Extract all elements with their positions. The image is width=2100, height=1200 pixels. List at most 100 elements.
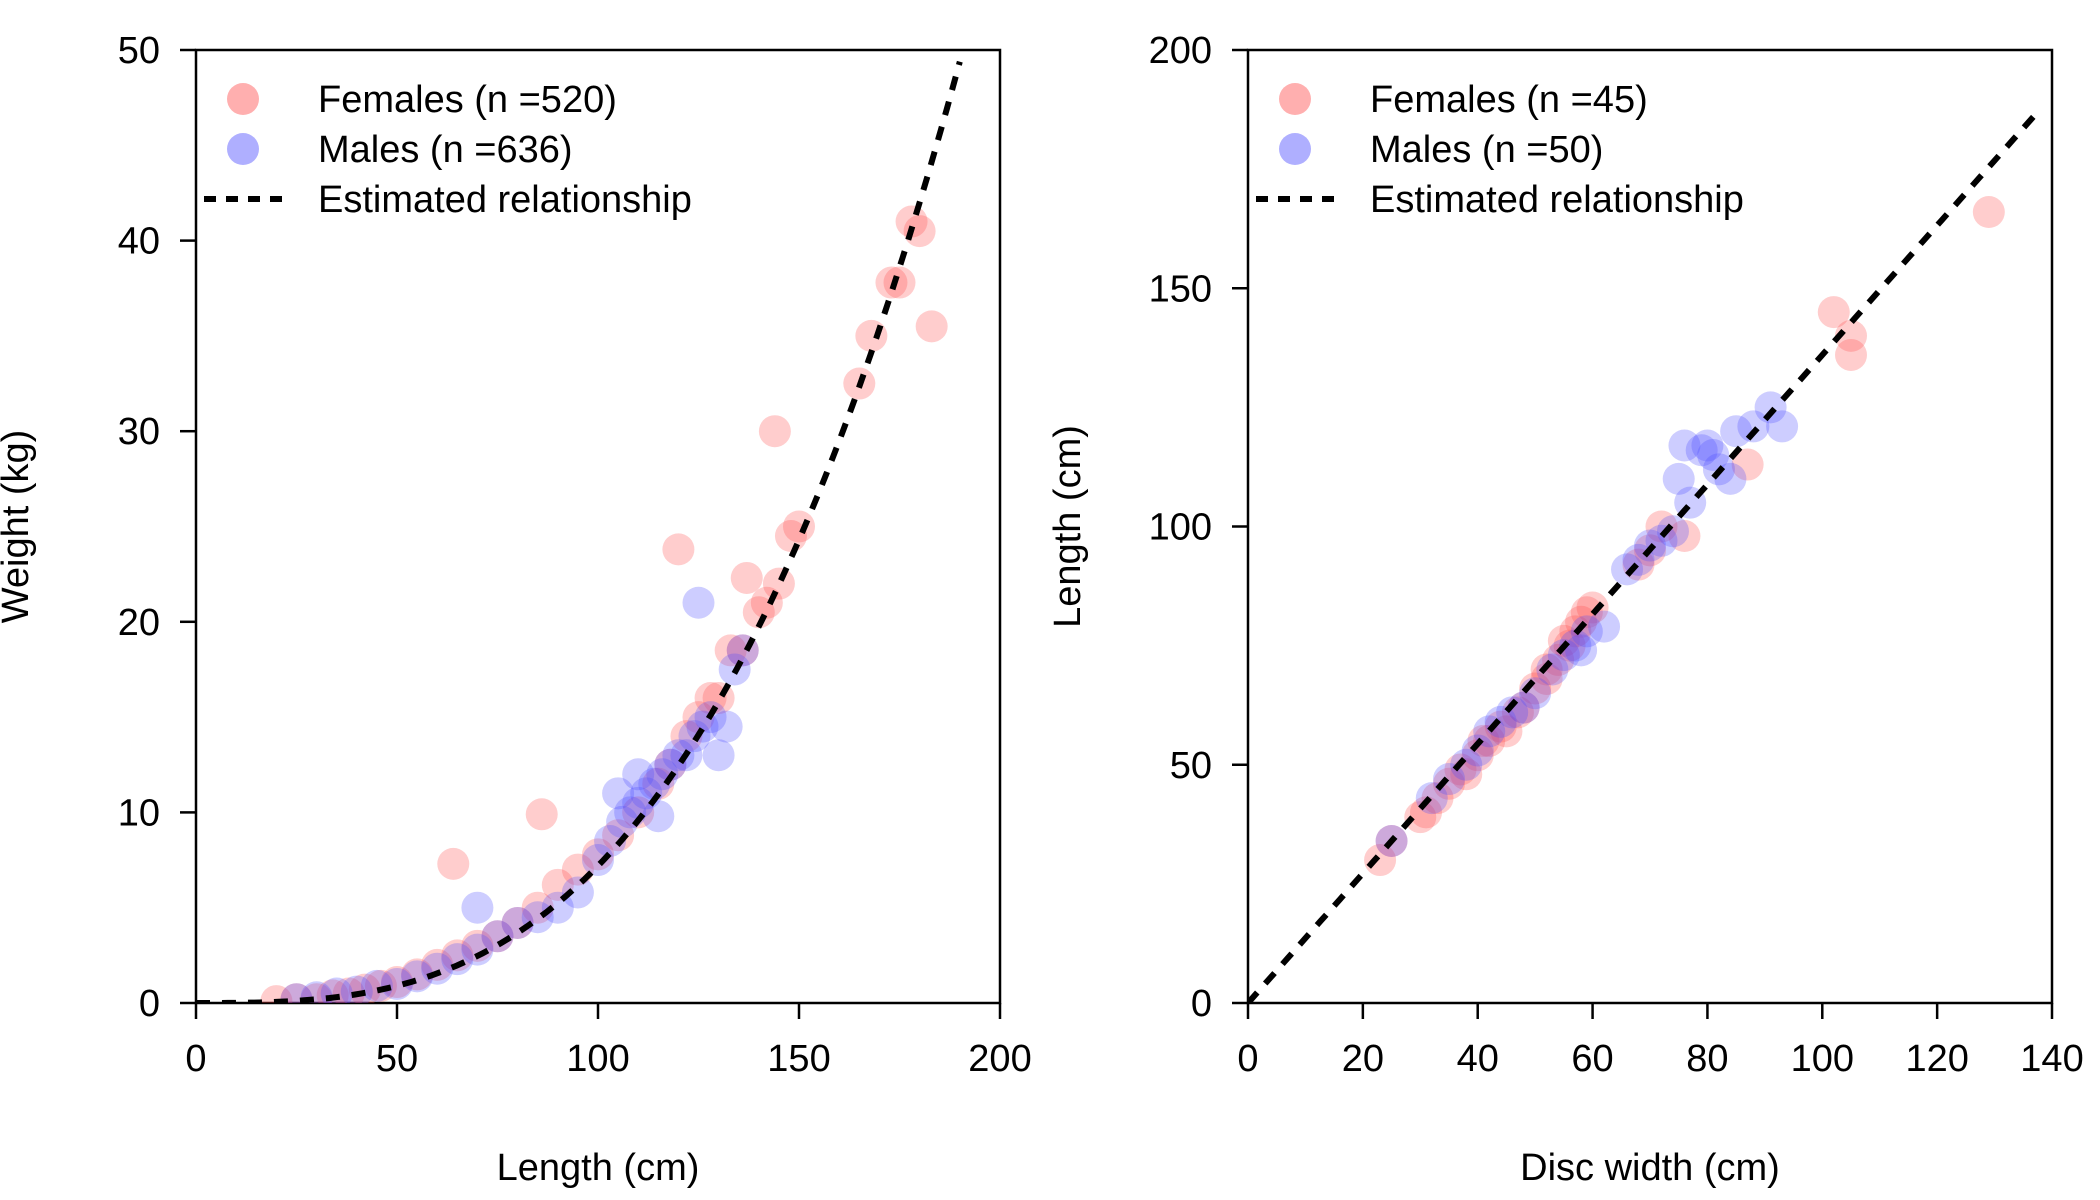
y-axis-title: Weight (kg): [0, 430, 37, 624]
point-females: [1835, 338, 1867, 371]
point-females: [774, 520, 807, 553]
point-females: [1553, 629, 1586, 662]
x-tick-label: 60: [1571, 1038, 1613, 1080]
series-males: [280, 586, 759, 1003]
point-females: [714, 634, 747, 667]
point-females: [1645, 510, 1678, 543]
point-females: [1570, 596, 1603, 629]
legend-swatch-female: [227, 83, 259, 115]
point-males: [1496, 696, 1529, 729]
data-marks: [196, 60, 963, 1003]
point-females: [694, 682, 727, 715]
point-females: [883, 266, 916, 299]
point-females: [730, 561, 763, 594]
point-females: [1542, 643, 1575, 676]
point-males: [561, 876, 594, 909]
x-tick-label: 40: [1457, 1038, 1499, 1080]
point-males: [1737, 410, 1770, 443]
point-males: [1611, 553, 1644, 586]
point-males: [654, 748, 687, 781]
point-males: [710, 710, 743, 743]
point-males: [682, 586, 715, 619]
point-males: [461, 891, 494, 924]
x-tick-label: 150: [767, 1038, 830, 1080]
point-females: [1461, 739, 1494, 772]
y-tick-label: 100: [1149, 507, 1212, 549]
point-males: [340, 975, 373, 1003]
y-tick-label: 150: [1149, 268, 1212, 310]
point-females: [1668, 520, 1701, 553]
legend-label: Estimated relationship: [318, 179, 692, 221]
legend-swatch-male: [227, 133, 259, 165]
point-males: [461, 933, 494, 966]
legend-label: Estimated relationship: [1370, 179, 1744, 221]
y-tick-label: 20: [118, 602, 160, 644]
point-males: [381, 967, 413, 1000]
legend-label: Males (n =50): [1370, 129, 1603, 171]
point-males: [360, 969, 393, 1002]
point-females: [855, 319, 888, 352]
point-males: [1720, 415, 1753, 448]
point-males: [1691, 429, 1724, 462]
x-tick-label: 120: [1905, 1038, 1968, 1080]
point-females: [1519, 672, 1552, 705]
point-females: [1484, 710, 1517, 743]
y-tick-label: 0: [139, 983, 160, 1025]
point-females: [1404, 801, 1437, 834]
legend-label: Females (n =45): [1370, 79, 1648, 121]
point-females: [1817, 296, 1850, 329]
point-females: [260, 985, 293, 1003]
x-tick-label: 200: [968, 1038, 1031, 1080]
point-females: [1421, 782, 1454, 815]
x-tick-label: 50: [376, 1038, 418, 1080]
point-males: [1570, 615, 1603, 648]
x-tick-label: 140: [2020, 1038, 2083, 1080]
estimated-relationship-line: [1248, 106, 2043, 1003]
point-males: [582, 844, 614, 877]
y-tick-label: 200: [1149, 30, 1212, 72]
x-axis-title: Disc width (cm): [1520, 1147, 1780, 1189]
point-females: [762, 567, 795, 600]
series-females: [260, 205, 948, 1003]
point-males: [702, 739, 735, 772]
point-females: [670, 720, 703, 753]
point-females: [654, 748, 687, 781]
point-females: [364, 969, 397, 1002]
point-females: [1473, 724, 1506, 757]
point-males: [642, 800, 675, 833]
point-females: [316, 979, 349, 1003]
x-tick-label: 100: [1791, 1038, 1854, 1080]
x-axis-title: Length (cm): [497, 1147, 700, 1189]
point-males: [1588, 610, 1621, 643]
point-females: [1731, 448, 1764, 481]
point-males: [441, 943, 474, 976]
point-females: [481, 920, 514, 953]
legend-label: Males (n =636): [318, 129, 573, 171]
panel-disc-width-length: 0 20 40 60 80 100 120 140 0 50 100 150 200 Disc width…: [1047, 30, 2084, 1189]
point-males: [1507, 691, 1540, 724]
point-females: [1576, 591, 1609, 624]
point-females: [1444, 753, 1477, 786]
point-females: [758, 415, 791, 448]
point-males: [622, 758, 655, 791]
legend-swatch-male: [1279, 133, 1311, 165]
x-tick-label: 80: [1686, 1038, 1728, 1080]
point-males: [1662, 462, 1695, 495]
point-females: [582, 838, 614, 871]
point-females: [662, 533, 695, 566]
x-tick-label: 100: [566, 1038, 629, 1080]
point-females: [602, 819, 635, 852]
point-males: [481, 920, 514, 953]
point-females: [1364, 844, 1397, 877]
y-tick-label: 50: [1170, 745, 1212, 787]
point-females: [875, 266, 908, 299]
point-females: [682, 701, 715, 734]
point-males: [1668, 429, 1701, 462]
point-females: [1547, 624, 1580, 657]
panel-length-weight: 0 50 100 150 200 0 10 20 30 40 50 Length (cm) Weight…: [0, 30, 1032, 1189]
point-females: [783, 510, 815, 543]
point-females: [437, 847, 470, 880]
point-females: [441, 939, 474, 972]
x-tick-label: 0: [1237, 1038, 1258, 1080]
